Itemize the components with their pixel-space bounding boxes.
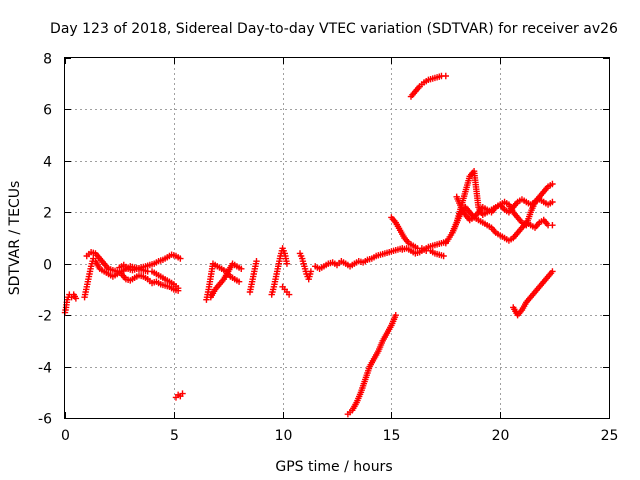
data-series [510, 268, 556, 319]
data-series [116, 251, 184, 274]
data-point [442, 72, 449, 80]
data-point [253, 257, 260, 265]
y-tick-label: 6 [43, 103, 52, 119]
y-tick-label: 0 [43, 258, 52, 274]
x-tick-label: 10 [275, 428, 293, 444]
data-series [81, 255, 182, 301]
data-point [238, 265, 245, 273]
y-tick-label: -2 [38, 309, 52, 325]
data-series [246, 257, 260, 296]
grid-lines [65, 58, 609, 418]
y-tick-label: -4 [38, 361, 52, 377]
data-series [279, 283, 293, 298]
data-point [549, 268, 556, 275]
data-series [388, 214, 447, 260]
data-point [235, 278, 243, 285]
data-series [172, 390, 186, 401]
data-series [296, 250, 315, 283]
tick-labels: 0 5 10 15 20 25 -6 -4 -2 0 2 4 6 8 [38, 52, 618, 445]
x-tick-label: 0 [61, 428, 70, 444]
data-point [177, 255, 184, 262]
data-points [61, 72, 556, 418]
data-point [549, 180, 556, 188]
data-point [440, 252, 447, 260]
y-tick-label: 4 [43, 155, 52, 171]
data-point [285, 291, 293, 298]
data-point [283, 260, 291, 267]
data-series [207, 260, 245, 301]
x-tick-label: 15 [383, 428, 401, 444]
data-point [72, 295, 80, 302]
y-axis-label: SDTVAR / TECUs [7, 181, 23, 296]
data-series [344, 311, 399, 418]
x-tick-label: 20 [492, 428, 510, 444]
data-point [174, 287, 182, 294]
axis-ticks [65, 58, 610, 419]
y-tick-label: 2 [43, 206, 52, 222]
data-series [453, 193, 556, 224]
chart-title: Day 123 of 2018, Sidereal Day-to-day VTE… [50, 21, 618, 37]
data-series [83, 248, 182, 294]
data-point [549, 198, 556, 206]
data-point [307, 268, 315, 275]
data-point [549, 221, 556, 229]
x-tick-label: 5 [170, 428, 179, 444]
x-axis-label: GPS time / hours [275, 459, 392, 475]
x-tick-label: 25 [601, 428, 619, 444]
data-series [203, 260, 243, 303]
data-point [179, 390, 186, 397]
y-tick-label: -6 [38, 412, 52, 428]
data-series [268, 245, 291, 298]
plot-frame [64, 57, 610, 419]
y-tick-label: 8 [43, 52, 52, 68]
data-point [392, 311, 399, 319]
data-series [312, 245, 406, 273]
data-series [407, 72, 449, 100]
